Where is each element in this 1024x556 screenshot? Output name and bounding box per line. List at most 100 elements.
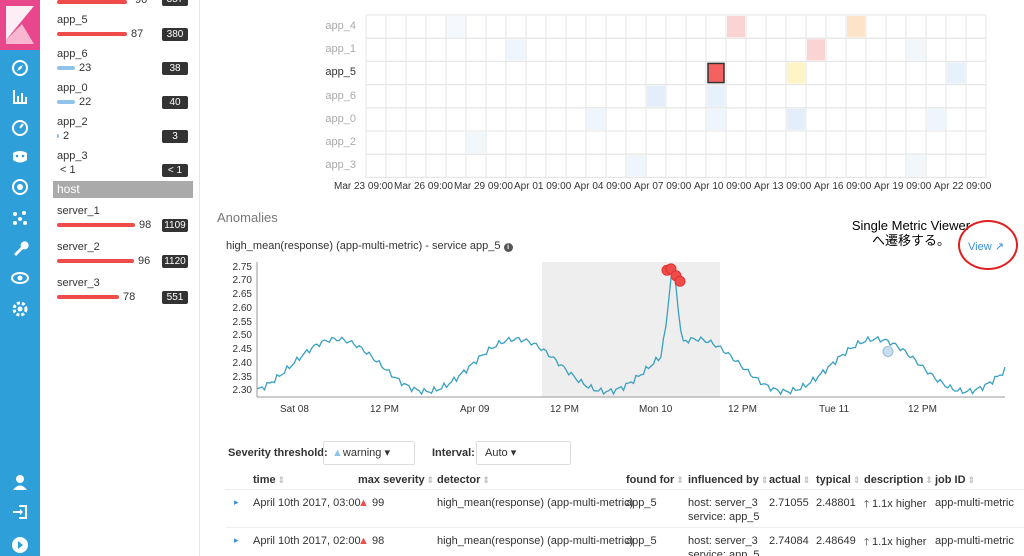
chart-x-tick-label: Mon 10: [639, 404, 673, 415]
heatmap-x-tick-label: Mar 26 09:00: [394, 181, 453, 192]
chart-x-tick-label: 12 PM: [728, 404, 757, 415]
influencer-count-badge: < 1: [162, 164, 188, 177]
single-metric-chart[interactable]: [0, 0, 1024, 420]
cell-typical: 2.48801: [816, 497, 856, 509]
heatmap-anomaly-cell: [947, 62, 965, 84]
table-header-time[interactable]: time ⇕: [253, 474, 286, 486]
chart-y-tick-label: 2.60: [232, 302, 252, 314]
chart-x-tick-label: 12 PM: [908, 404, 937, 415]
sort-icon: ⇕: [760, 475, 769, 485]
heatmap-anomaly-cell: [447, 16, 465, 38]
view-link[interactable]: View ↗: [968, 241, 1004, 253]
user-icon[interactable]: [10, 472, 30, 492]
heatmap-anomaly-cell: [707, 62, 725, 84]
sort-icon: ⇕: [802, 475, 811, 485]
heatmap-row-label[interactable]: app_3: [325, 159, 356, 172]
heatmap-row-label[interactable]: app_0: [325, 112, 356, 125]
cell-description: 🡑 1.1x higher: [864, 536, 927, 548]
expand-row-icon[interactable]: ▸: [234, 535, 239, 545]
arrow-up-icon: 🡑: [864, 537, 872, 548]
host-influencer-name[interactable]: server_1: [57, 205, 100, 217]
cell-influenced-by: service: app_5: [688, 549, 760, 556]
host-influencer-bar: [57, 295, 119, 299]
heatmap-anomaly-cell: [707, 85, 725, 107]
table-header-typical[interactable]: typical ⇕: [816, 474, 861, 486]
heatmap-row-label[interactable]: app_4: [325, 20, 356, 32]
monitoring-icon[interactable]: [10, 268, 30, 288]
heatmap-anomaly-cell: [587, 108, 605, 130]
table-header-actual[interactable]: actual ⇕: [769, 474, 811, 486]
discover-icon[interactable]: [10, 58, 30, 78]
severity-threshold-select[interactable]: ▲warning ▾: [323, 441, 415, 465]
table-header-detector[interactable]: detector ⇕: [437, 474, 490, 486]
influencer-name[interactable]: app_2: [57, 116, 88, 128]
dashboard-icon[interactable]: [10, 118, 30, 138]
kibana-logo[interactable]: [0, 0, 40, 50]
dev-tools-icon[interactable]: [10, 238, 30, 258]
cell-detector: high_mean(response) (app-multi-metric): [437, 497, 634, 509]
heatmap-row-label[interactable]: app_2: [325, 136, 356, 148]
logout-icon[interactable]: [10, 502, 30, 522]
sort-icon: ⇕: [277, 475, 286, 485]
heatmap-anomaly-cell: [927, 108, 945, 130]
host-influencer-bar: [57, 223, 135, 227]
machine-learning-icon[interactable]: [10, 177, 30, 197]
heatmap-anomaly-cell: [707, 108, 725, 130]
chart-title: high_mean(response) (app-multi-metric) -…: [226, 240, 513, 252]
top-influencer-value: 90: [135, 0, 148, 6]
annotation-circle: [958, 220, 1018, 270]
chart-x-tick-label: Tue 11: [819, 404, 850, 415]
interval-select[interactable]: Auto ▾: [476, 441, 571, 465]
heatmap-x-tick-label: Apr 22 09:00: [934, 181, 992, 192]
sort-icon: ⇕: [482, 475, 490, 485]
cell-influenced-by: host: server_3: [688, 535, 758, 547]
graph-icon[interactable]: [10, 208, 30, 228]
influencer-name[interactable]: app_5: [57, 14, 88, 26]
heatmap-anomaly-cell: [647, 85, 665, 107]
metric-series-line: [256, 270, 1006, 396]
collapse-icon[interactable]: [10, 535, 30, 555]
warning-triangle-icon: ▲: [332, 447, 343, 459]
heatmap-anomaly-cell: [907, 39, 925, 61]
table-divider: [225, 489, 1024, 490]
expand-row-icon[interactable]: ▸: [234, 497, 239, 507]
influencer-name[interactable]: app_3: [57, 150, 88, 162]
visualize-icon[interactable]: [10, 87, 30, 107]
chart-y-tick-label: 2.55: [232, 316, 252, 328]
sort-icon: ⇕: [967, 475, 976, 485]
influencer-score: < 1: [60, 164, 76, 176]
anomaly-heatmap[interactable]: [0, 0, 1024, 200]
critical-severity-icon: ▲: [358, 535, 372, 547]
heatmap-x-tick-label: Mar 23 09:00: [334, 181, 393, 192]
heatmap-x-tick-label: Apr 01 09:00: [514, 181, 572, 192]
heatmap-anomaly-cell: [787, 62, 805, 84]
influencer-score: 23: [79, 62, 92, 74]
host-influencer-name[interactable]: server_2: [57, 241, 100, 253]
chart-y-tick-label: 2.70: [232, 275, 252, 287]
severity-threshold-label: Severity threshold:: [228, 447, 328, 459]
influencer-bar: [57, 32, 127, 36]
arrow-up-icon: 🡑: [864, 499, 872, 510]
influencer-name[interactable]: app_6: [57, 48, 88, 60]
table-header-max-severity[interactable]: max severity ⇕: [358, 474, 435, 486]
heatmap-row-label[interactable]: app_6: [325, 89, 356, 102]
table-header-job-ID[interactable]: job ID ⇕: [935, 474, 976, 486]
cell-found-for: app_5: [626, 535, 657, 547]
table-header-influenced-by[interactable]: influenced by ⇕: [688, 474, 769, 486]
info-icon[interactable]: i: [503, 243, 513, 252]
management-gear-icon[interactable]: [10, 299, 30, 319]
chart-y-tick-label: 2.50: [232, 330, 252, 342]
heatmap-row-label[interactable]: app_1: [325, 43, 356, 56]
host-influencer-name[interactable]: server_3: [57, 277, 100, 289]
influencer-count-badge: 38: [162, 62, 188, 75]
table-header-description[interactable]: description ⇕: [864, 474, 933, 486]
influencer-name[interactable]: app_0: [57, 82, 88, 94]
timelion-icon[interactable]: [10, 147, 30, 167]
caret-down-icon: ▾: [384, 447, 391, 459]
table-header-found-for[interactable]: found for ⇕: [626, 474, 684, 486]
heatmap-row-label[interactable]: app_5: [325, 66, 356, 79]
influencer-count-badge: 380: [162, 28, 188, 41]
left-nav: [0, 0, 40, 556]
heatmap-x-tick-label: Apr 16 09:00: [814, 181, 872, 192]
host-influencer-score: 98: [139, 219, 152, 231]
